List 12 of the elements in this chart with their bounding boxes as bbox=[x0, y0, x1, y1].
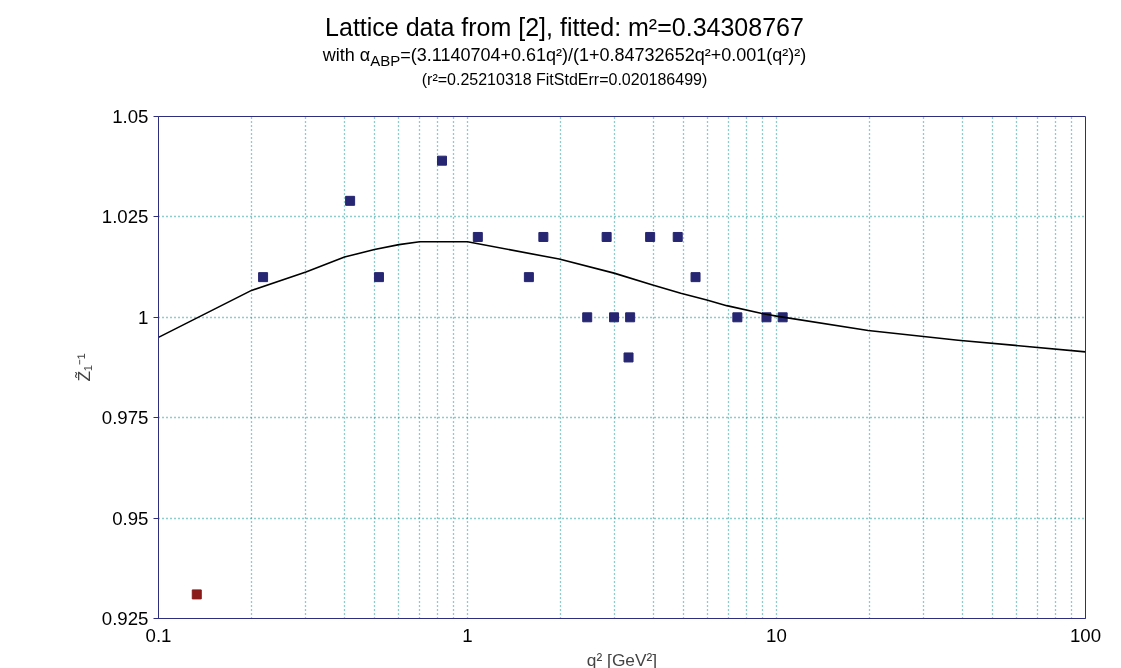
x-tick-label: 100 bbox=[1069, 624, 1102, 646]
y-tick-label: 1.025 bbox=[101, 206, 149, 228]
y-tick-label: 0.95 bbox=[112, 507, 149, 529]
x-tick-label: 10 bbox=[766, 624, 787, 646]
y-tick-label: 1.05 bbox=[112, 106, 149, 127]
text: (r²=0.25210318 FitStdErr=0.020186499) bbox=[420, 69, 709, 90]
chart-title: Lattice data from [2], fitted: m²=0.34308767 bbox=[324, 12, 805, 43]
y-tick-label: 1 bbox=[138, 306, 149, 328]
y-axis-title: Z̃₁⁻¹ bbox=[73, 353, 94, 382]
y-tick-label: 0.975 bbox=[101, 407, 149, 429]
x-tick-label: 1 bbox=[462, 624, 473, 646]
chart-subtitle: with α$_{ABP}$=(3.1140704+0.61q²)/(1+0.84732652q²+0.001(q²)²) bbox=[322, 43, 807, 70]
